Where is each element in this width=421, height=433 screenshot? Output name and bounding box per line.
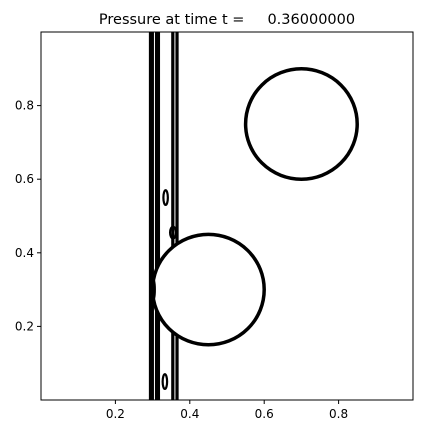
- y-tick-label: 0.4: [15, 246, 34, 260]
- contour-lines: [148, 32, 359, 400]
- y-tick-label: 0.2: [15, 319, 34, 333]
- x-tick-label: 0.8: [329, 407, 348, 421]
- plot-frame: [40, 31, 414, 401]
- y-tick-label: 0.8: [15, 99, 34, 113]
- small-contour-1: [162, 189, 169, 207]
- y-axis: 0.2 0.4 0.6 0.8: [15, 99, 41, 333]
- obstacle-interior: [152, 234, 265, 345]
- obstacle-circle-1: [150, 232, 266, 347]
- y-tick-label: 0.6: [15, 172, 34, 186]
- chart-title: Pressure at time t = 0.36000000: [99, 12, 355, 28]
- obstacle-circle-2: [243, 67, 359, 181]
- x-tick-label: 0.4: [180, 407, 199, 421]
- small-contour-2: [161, 373, 169, 391]
- x-axis: 0.2 0.4 0.6 0.8: [106, 400, 348, 421]
- x-tick-label: 0.2: [106, 407, 125, 421]
- x-tick-label: 0.6: [255, 407, 274, 421]
- small-contour-3: [168, 225, 178, 240]
